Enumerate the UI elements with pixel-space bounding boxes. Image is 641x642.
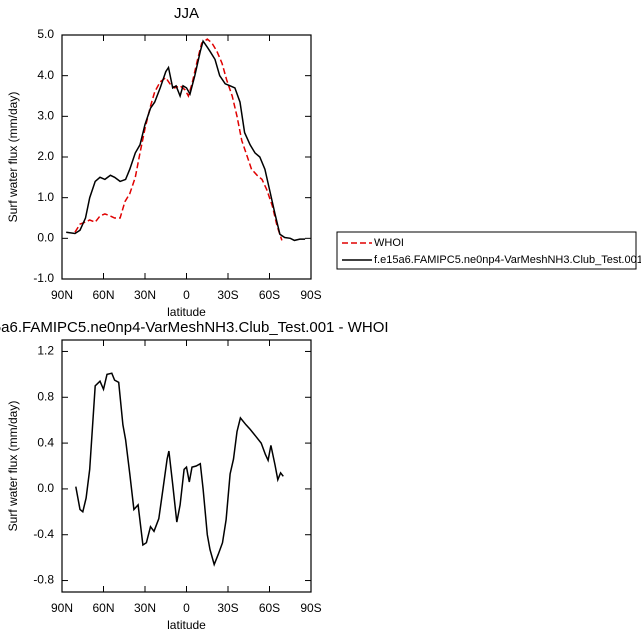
- x-tick-label: 30S: [217, 601, 238, 615]
- y-tick-label: 1.0: [37, 190, 54, 204]
- line-series: [74, 38, 283, 241]
- y-tick-label: -0.4: [33, 527, 54, 541]
- y-tick-label: 4.0: [37, 68, 54, 82]
- y-tick-label: -0.8: [33, 573, 54, 587]
- y-tick-label: -1.0: [33, 271, 54, 285]
- x-tick-label: 0: [183, 288, 190, 302]
- x-tick-label: 90S: [300, 601, 321, 615]
- y-tick-label: 3.0: [37, 109, 54, 123]
- y-tick-label: 2.0: [37, 149, 54, 163]
- line-series: [66, 39, 306, 242]
- y-tick-label: 0.0: [37, 481, 54, 495]
- chart-title: 15a6.FAMIPC5.ne0np4-VarMeshNH3.Club_Test…: [0, 319, 389, 336]
- line-series: [75, 372, 284, 567]
- y-axis-label: Surf water flux (mm/day): [6, 92, 20, 223]
- y-tick-label: 5.0: [37, 27, 54, 41]
- y-tick-label: 1.2: [37, 344, 54, 358]
- x-tick-label: 60N: [92, 288, 114, 302]
- x-tick-label: 60S: [259, 288, 280, 302]
- y-axis-label: Surf water flux (mm/day): [6, 401, 20, 532]
- y-tick-label: 0.0: [37, 231, 54, 245]
- y-tick-label: 0.4: [37, 435, 54, 449]
- legend-label: f.e15a6.FAMIPC5.ne0np4-VarMeshNH3.Club_T…: [374, 254, 641, 266]
- x-tick-label: 90N: [51, 288, 73, 302]
- legend-box: [336, 231, 637, 270]
- x-tick-label: 30N: [134, 601, 156, 615]
- chart-title: JJA: [174, 5, 199, 22]
- x-tick-label: 90N: [51, 601, 73, 615]
- legend-label: WHOI: [374, 237, 404, 249]
- y-tick-label: 0.8: [37, 389, 54, 403]
- x-tick-label: 60S: [259, 601, 280, 615]
- x-axis-label: latitude: [167, 618, 206, 632]
- x-tick-label: 60N: [92, 601, 114, 615]
- plot-frame: [61, 34, 312, 280]
- x-tick-label: 30S: [217, 288, 238, 302]
- x-tick-label: 0: [183, 601, 190, 615]
- x-tick-label: 90S: [300, 288, 321, 302]
- x-tick-label: 30N: [134, 288, 156, 302]
- plot-frame: [61, 339, 312, 593]
- x-axis-label: latitude: [167, 305, 206, 319]
